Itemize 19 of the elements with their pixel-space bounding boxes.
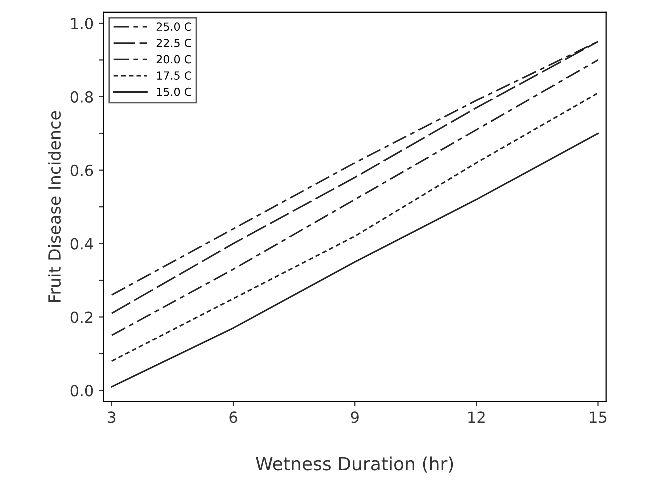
y-tick-label: 1.0 [72, 18, 94, 30]
x-tick-label: 9 [351, 412, 359, 424]
legend-label: 20.0 C [156, 55, 192, 64]
y-tick-label: 0.2 [70, 312, 93, 324]
y-axis-title: Fruit Disease Incidence [48, 111, 62, 302]
legend-label: 25.0 C [156, 22, 192, 32]
x-tick-label: 6 [230, 412, 238, 424]
y-tick-label: 0.4 [70, 238, 94, 250]
x-tick-label: 12 [468, 412, 485, 424]
legend-label: 22.5 C [156, 38, 192, 48]
legend-label: 15.0 C [157, 88, 192, 96]
x-axis-title: Wetness Duration (hr) [256, 456, 454, 473]
y-tick-label: 0.6 [70, 164, 94, 176]
x-tick-label: 15 [590, 412, 607, 424]
y-tick-label: 0.8 [70, 91, 94, 103]
y-tick-label: 0.0 [70, 385, 94, 397]
legend-label: 17.5 C [157, 72, 192, 80]
line-series [111, 132, 600, 388]
x-tick-label: 3 [108, 412, 116, 424]
